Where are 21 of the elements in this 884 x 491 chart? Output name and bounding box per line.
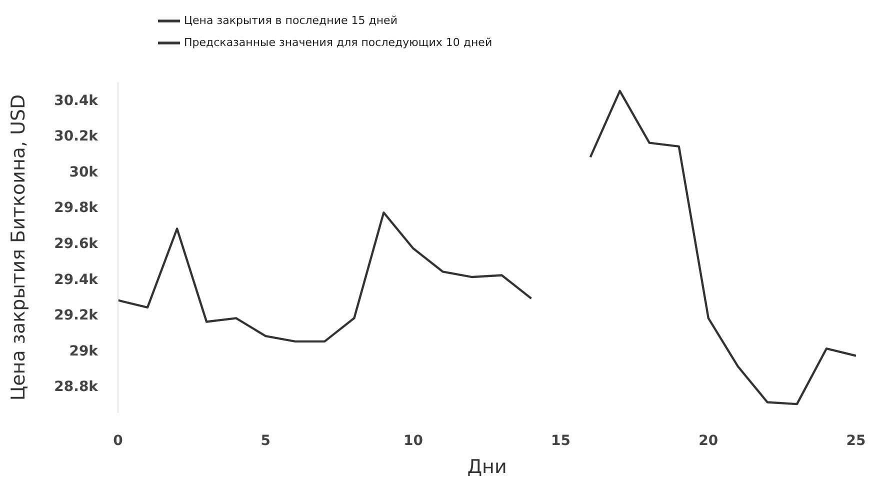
y-tick-label: 30.4k <box>54 92 99 109</box>
y-tick-label: 28.8k <box>54 379 99 396</box>
line-series <box>589 90 856 406</box>
y-tick-label: 29.4k <box>54 272 99 288</box>
x-tick-label: 10 <box>403 432 424 449</box>
y-tick-label: 29.8k <box>54 200 99 216</box>
y-tick-label: 29k <box>69 343 99 360</box>
legend-label: Предсказанные значения для последующих 10 дней <box>184 36 492 50</box>
y-tick-label: 29.2k <box>54 308 99 324</box>
line-series <box>118 212 532 343</box>
y-tick-label: 30.2k <box>54 128 99 145</box>
x-tick-label: 0 <box>113 432 124 449</box>
x-tick-label: 25 <box>846 432 866 449</box>
legend-label: Цена закрытия в последние 15 дней <box>184 14 398 28</box>
x-tick-label: 20 <box>698 432 718 449</box>
y-tick-label: 30k <box>69 164 99 180</box>
x-axis-title: Дни <box>467 456 507 478</box>
x-tick-label: 15 <box>551 432 571 449</box>
y-tick-label: 29.6k <box>54 236 99 252</box>
x-tick-label: 5 <box>260 432 270 449</box>
y-axis-title: Цена закрытия Биткоина, USD <box>8 94 30 401</box>
